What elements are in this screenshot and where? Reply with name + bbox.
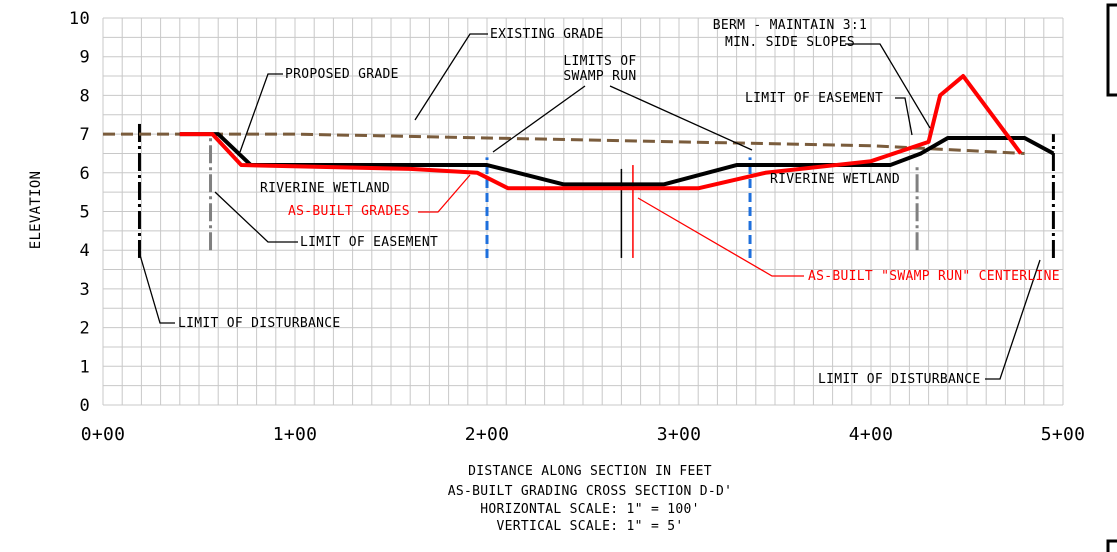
series-line bbox=[103, 132, 1025, 155]
leader-line bbox=[414, 33, 488, 121]
leader-line bbox=[214, 191, 298, 243]
annotation-as-built-centerline: AS-BUILT "SWAMP RUN" CENTERLINE bbox=[808, 269, 1060, 284]
footer-line-3: HORIZONTAL SCALE: 1" = 100' bbox=[480, 502, 699, 517]
annotation-berm-2: MIN. SIDE SLOPES bbox=[725, 35, 855, 50]
annotation-limit-of-disturbance-right: LIMIT OF DISTURBANCE bbox=[818, 372, 981, 387]
annotation-riverine-wetland-left: RIVERINE WETLAND bbox=[260, 181, 390, 196]
title-block-border-bottom bbox=[1106, 539, 1117, 552]
y-tick-label: 7 bbox=[79, 125, 90, 145]
y-tick-labels: 0 1 2 3 4 5 6 7 8 9 10 bbox=[69, 9, 90, 416]
footer-line-2: AS-BUILT GRADING CROSS SECTION D-D' bbox=[448, 484, 732, 499]
y-tick-label: 9 bbox=[79, 48, 90, 68]
leader-line bbox=[239, 73, 283, 153]
annotation-limit-of-easement-right: LIMIT OF EASEMENT bbox=[745, 91, 883, 106]
leader-line bbox=[895, 97, 913, 136]
y-tick-label: 6 bbox=[79, 164, 90, 184]
annotation-berm-1: BERM - MAINTAIN 3:1 bbox=[713, 18, 867, 33]
annotation-existing-grade: EXISTING GRADE bbox=[490, 27, 604, 42]
y-axis-label: ELEVATION bbox=[28, 171, 44, 250]
y-tick-label: 4 bbox=[79, 241, 90, 261]
annotation-limit-of-easement-left: LIMIT OF EASEMENT bbox=[300, 235, 438, 250]
grid bbox=[102, 17, 1064, 406]
title-block-border-top bbox=[1106, 3, 1117, 97]
leader-line bbox=[139, 254, 175, 324]
y-tick-label: 8 bbox=[79, 86, 90, 106]
annotation-as-built-grades: AS-BUILT GRADES bbox=[288, 204, 410, 219]
y-tick-label: 1 bbox=[79, 357, 90, 377]
leader-line bbox=[418, 174, 471, 213]
x-tick-label: 0+00 bbox=[81, 424, 126, 445]
vertical-markers bbox=[137, 122, 1055, 258]
y-tick-label: 3 bbox=[79, 280, 90, 300]
x-tick-label: 1+00 bbox=[273, 424, 318, 445]
y-tick-label: 5 bbox=[79, 203, 90, 223]
x-tick-label: 5+00 bbox=[1041, 424, 1086, 445]
annotation-limits-swamp-run-1: LIMITS OF bbox=[563, 54, 636, 69]
leader-line bbox=[492, 85, 586, 153]
series-lines bbox=[103, 74, 1055, 191]
annotation-riverine-wetland-right: RIVERINE WETLAND bbox=[770, 172, 900, 187]
y-tick-label: 0 bbox=[79, 396, 90, 416]
x-tick-label: 3+00 bbox=[657, 424, 702, 445]
leader-line bbox=[609, 85, 753, 151]
annotation-limits-swamp-run-2: SWAMP RUN bbox=[563, 69, 636, 84]
leader-line bbox=[985, 259, 1041, 380]
footer-line-1: DISTANCE ALONG SECTION IN FEET bbox=[468, 464, 712, 479]
leader-line bbox=[845, 43, 931, 129]
leader-lines bbox=[139, 33, 1041, 380]
leader-line bbox=[637, 197, 804, 277]
x-tick-labels: 0+00 1+00 2+00 3+00 4+00 5+00 bbox=[81, 424, 1086, 445]
annotation-limit-of-disturbance-left: LIMIT OF DISTURBANCE bbox=[178, 316, 341, 331]
y-tick-label: 10 bbox=[69, 9, 90, 29]
annotation-proposed-grade: PROPOSED GRADE bbox=[285, 67, 399, 82]
footer-line-4: VERTICAL SCALE: 1" = 5' bbox=[497, 519, 684, 534]
series-line bbox=[179, 74, 1023, 191]
y-tick-label: 2 bbox=[79, 319, 90, 339]
x-tick-label: 2+00 bbox=[465, 424, 510, 445]
x-tick-label: 4+00 bbox=[849, 424, 894, 445]
